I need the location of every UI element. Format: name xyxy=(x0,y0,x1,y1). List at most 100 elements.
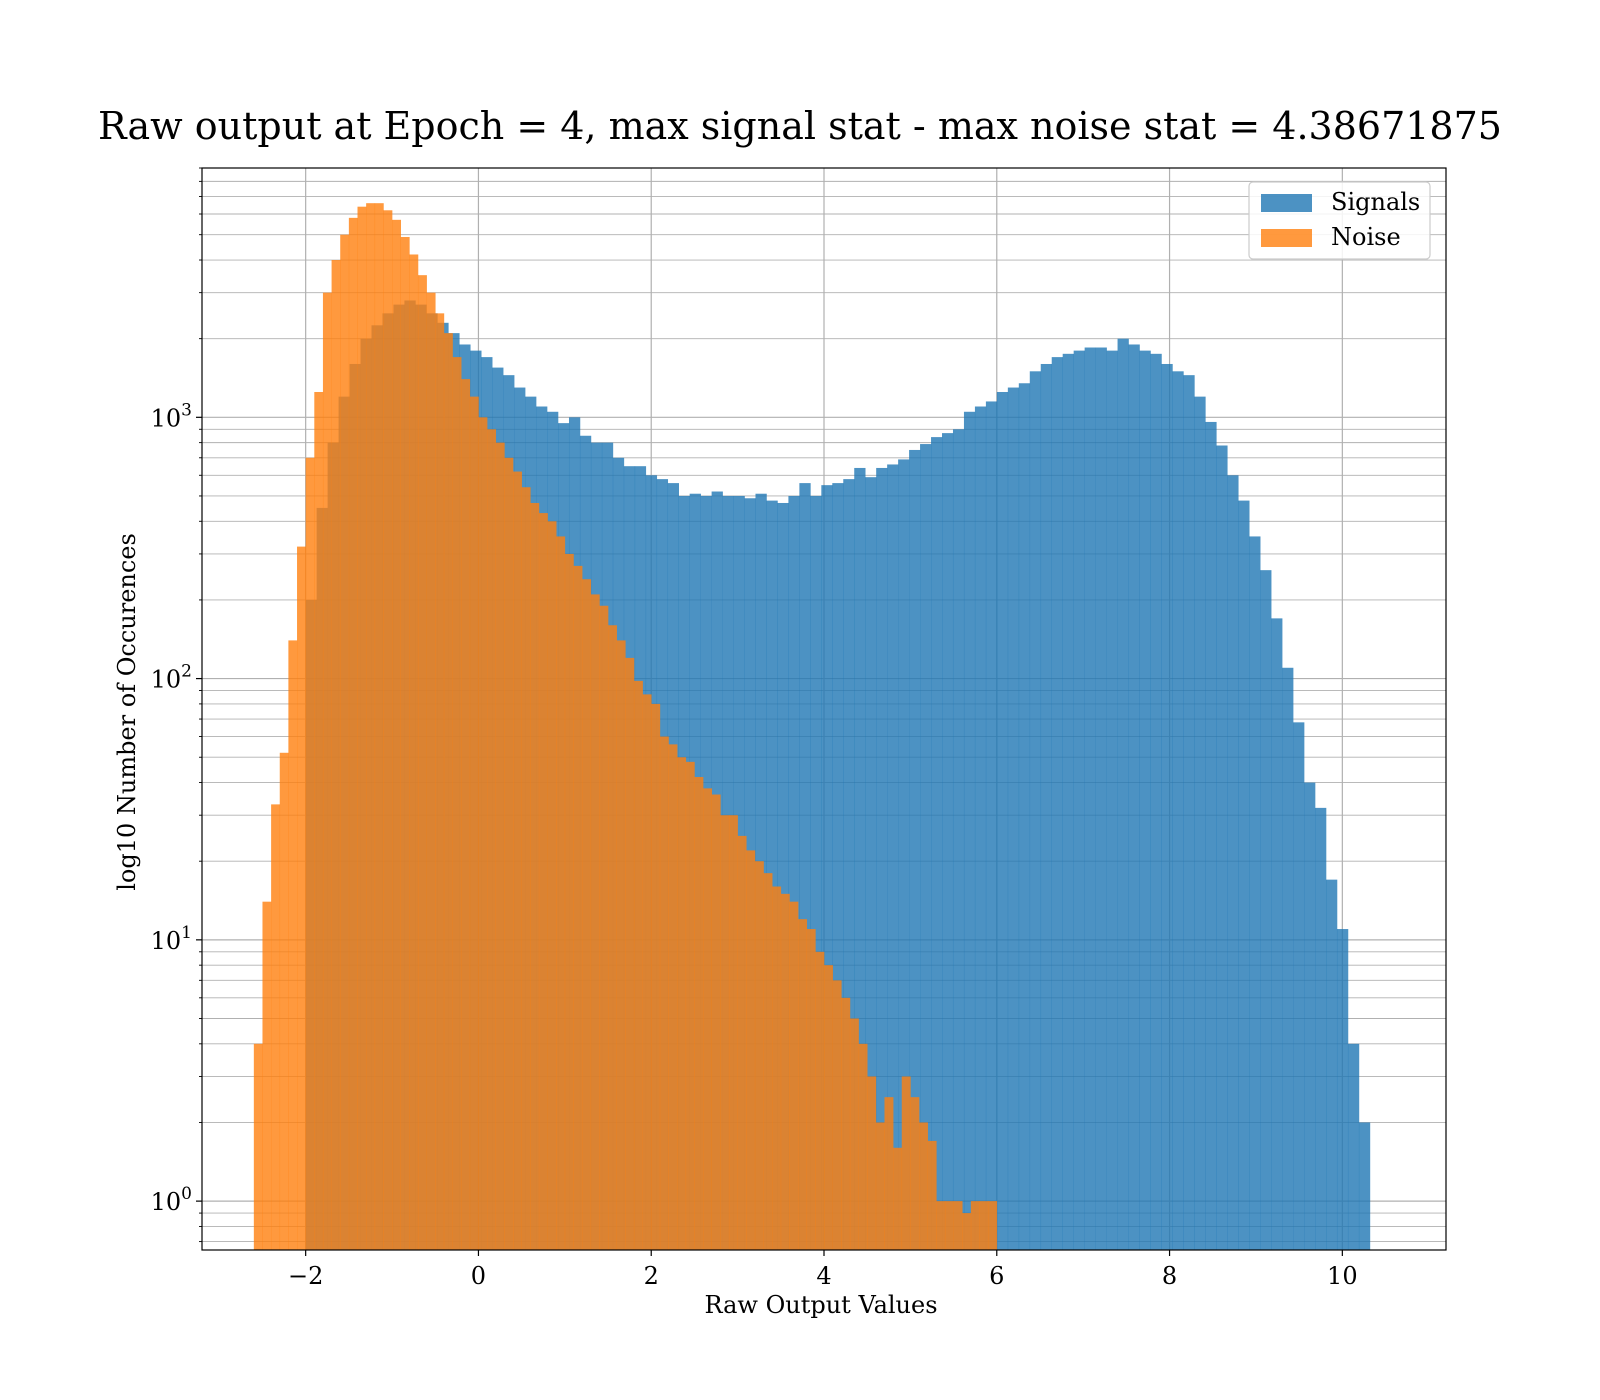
signals-bar xyxy=(1347,1043,1360,1250)
noise-bar xyxy=(884,1097,894,1250)
noise-bar xyxy=(392,219,401,1250)
noise-bar xyxy=(806,929,816,1250)
signals-bar xyxy=(1106,350,1118,1251)
noise-bar xyxy=(668,744,678,1250)
noise-bar xyxy=(608,625,617,1250)
noise-bar xyxy=(495,442,505,1251)
signals-bar xyxy=(1095,347,1107,1250)
noise-bar xyxy=(694,777,704,1250)
noise-bar xyxy=(305,457,315,1251)
noise-bar xyxy=(400,236,410,1251)
signals-bar xyxy=(1040,363,1053,1250)
noise-bar xyxy=(530,502,540,1250)
signals-bar xyxy=(1051,357,1063,1250)
signals-bar xyxy=(920,444,932,1250)
noise-bar xyxy=(728,815,738,1250)
signals-bar xyxy=(1227,475,1239,1251)
signals-bar xyxy=(1315,807,1327,1250)
noise-bar xyxy=(979,1201,989,1250)
noise-bar xyxy=(582,579,592,1250)
signals-bar xyxy=(832,483,844,1250)
noise-bar xyxy=(279,752,289,1250)
noise-bar xyxy=(659,736,669,1250)
noise-bar xyxy=(271,804,281,1250)
signals-bar xyxy=(1282,667,1294,1250)
signals-bar xyxy=(898,459,910,1250)
noise-bars xyxy=(253,203,998,1251)
noise-bar xyxy=(927,1140,937,1250)
noise-bar xyxy=(564,553,574,1250)
x-axis-label: Raw Output Values xyxy=(704,1291,937,1319)
noise-bar xyxy=(469,396,479,1250)
noise-bar xyxy=(988,1201,998,1250)
signals-bar xyxy=(1007,387,1020,1250)
noise-bar xyxy=(590,594,600,1250)
noise-bar xyxy=(314,391,324,1250)
noise-bar xyxy=(858,1043,868,1250)
noise-bar xyxy=(599,605,609,1250)
x-tick-label: 0 xyxy=(471,1262,486,1290)
y-axis-label: log10 Number of Occurences xyxy=(113,533,141,891)
noise-bar xyxy=(357,206,367,1251)
signals-bar xyxy=(931,437,943,1250)
signals-bar xyxy=(1150,353,1162,1250)
noise-bar xyxy=(435,313,445,1250)
signals-bar xyxy=(1216,445,1228,1250)
noise-bar xyxy=(832,980,842,1250)
signals-bar xyxy=(909,449,921,1250)
noise-bar xyxy=(417,275,427,1250)
x-tick-label: 2 xyxy=(644,1262,659,1290)
noise-bar xyxy=(910,1097,920,1250)
noise-bar xyxy=(262,901,272,1250)
chart-title: Raw output at Epoch = 4, max signal stat… xyxy=(98,104,1502,148)
noise-bar xyxy=(936,1201,946,1250)
noise-bar xyxy=(633,680,643,1250)
noise-bar xyxy=(798,919,808,1250)
signals-bar xyxy=(1271,618,1283,1250)
noise-bar xyxy=(297,546,306,1250)
noise-bar xyxy=(383,210,393,1250)
noise-bar xyxy=(841,997,851,1250)
noise-bar xyxy=(746,850,756,1250)
noise-bar xyxy=(426,292,436,1251)
y-tick-label: 100 xyxy=(151,1184,192,1216)
signals-bar xyxy=(1073,350,1085,1251)
x-axis-ticks: −2 0 2 4 6 8 10 xyxy=(288,1250,1358,1290)
noise-bar xyxy=(919,1122,928,1250)
signals-bar xyxy=(843,479,855,1250)
noise-bar xyxy=(331,260,341,1250)
noise-bar xyxy=(772,886,782,1250)
noise-bar xyxy=(815,951,825,1250)
x-tick-label: 8 xyxy=(1162,1262,1177,1290)
noise-bar xyxy=(461,379,471,1250)
signals-bar xyxy=(1358,1122,1371,1250)
signals-bar xyxy=(974,406,987,1250)
signals-bar xyxy=(788,495,800,1250)
signals-bar xyxy=(876,467,888,1250)
signals-bar xyxy=(1139,350,1151,1251)
signals-bar xyxy=(942,433,954,1251)
noise-bar xyxy=(867,1076,877,1250)
signals-bar xyxy=(1029,371,1042,1250)
noise-bar xyxy=(651,703,661,1250)
x-tick-label: −2 xyxy=(288,1262,323,1290)
signals-bar xyxy=(854,467,866,1250)
noise-bar xyxy=(875,1122,885,1250)
noise-bar xyxy=(340,234,350,1251)
noise-bar xyxy=(824,965,833,1250)
signals-bar xyxy=(887,464,899,1250)
noise-bar xyxy=(366,203,376,1251)
noise-bar xyxy=(556,536,566,1250)
legend-label-signals: Signals xyxy=(1331,188,1420,216)
noise-bar xyxy=(374,203,384,1251)
noise-bar xyxy=(849,1018,859,1250)
y-axis-ticks: 100 101 102 103 xyxy=(151,167,202,1243)
noise-bar xyxy=(625,657,635,1250)
signals-bar xyxy=(1172,371,1184,1250)
noise-bar xyxy=(616,640,626,1250)
signals-bar xyxy=(1194,396,1206,1250)
signals-bar xyxy=(1293,722,1305,1250)
signals-bar xyxy=(777,502,789,1250)
